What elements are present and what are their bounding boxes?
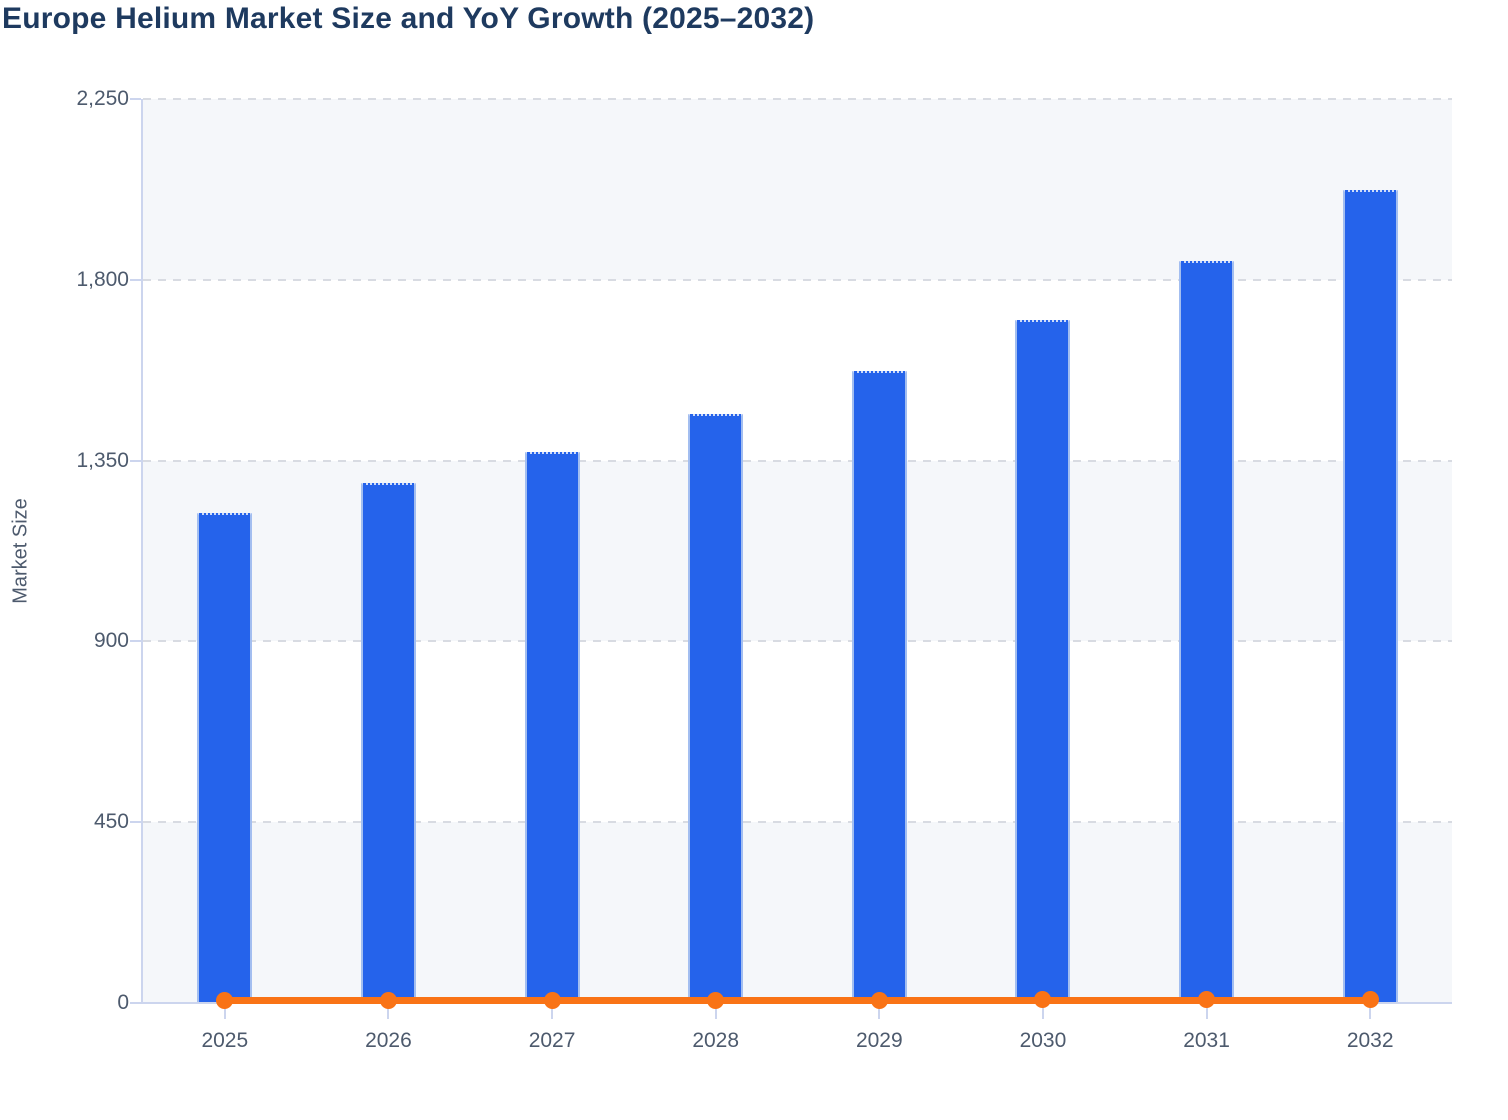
bar-2031[interactable] xyxy=(1179,260,1235,1003)
y-axis-line xyxy=(141,99,143,1003)
x-tick-label: 2028 xyxy=(692,1029,740,1052)
bar-2027[interactable] xyxy=(524,451,580,1003)
yoy-growth-line[interactable] xyxy=(224,996,1371,1004)
x-tick-mark xyxy=(551,1003,554,1019)
x-tick-mark xyxy=(387,1003,390,1019)
x-tick-label: 2032 xyxy=(1346,1029,1394,1052)
gridline xyxy=(143,459,1452,462)
gridline xyxy=(143,278,1452,281)
yoy-point-2028[interactable] xyxy=(707,991,725,1009)
yoy-point-2026[interactable] xyxy=(379,992,397,1010)
y-axis-title: Market Size xyxy=(9,498,32,604)
y-tick-mark xyxy=(130,98,141,100)
gridline xyxy=(143,640,1452,643)
plot-band xyxy=(143,99,1452,280)
y-tick-label: 450 xyxy=(93,810,129,834)
x-tick-label: 2031 xyxy=(1183,1029,1230,1052)
x-tick-label: 2027 xyxy=(528,1029,576,1052)
yoy-point-2029[interactable] xyxy=(870,991,888,1009)
y-tick-label: 0 xyxy=(117,991,129,1014)
yoy-point-2031[interactable] xyxy=(1198,991,1216,1008)
bar-2028[interactable] xyxy=(688,413,744,1003)
y-tick-mark xyxy=(130,1002,141,1004)
y-tick-label: 2,250 xyxy=(76,87,129,110)
bar-2030[interactable] xyxy=(1015,319,1071,1003)
y-tick-mark xyxy=(130,640,141,643)
yoy-point-2030[interactable] xyxy=(1034,991,1052,1009)
x-tick-mark xyxy=(1369,1003,1372,1019)
gridline xyxy=(143,98,1452,100)
plot-band xyxy=(143,460,1452,642)
y-tick-label: 900 xyxy=(93,629,129,653)
yoy-point-2027[interactable] xyxy=(543,992,561,1010)
y-tick-mark xyxy=(130,278,141,281)
gridline xyxy=(143,821,1452,824)
bar-2032[interactable] xyxy=(1342,189,1398,1003)
y-tick-label: 1,350 xyxy=(76,448,129,472)
plot-band xyxy=(143,822,1452,1003)
y-tick-mark xyxy=(130,459,141,462)
y-tick-mark xyxy=(130,821,141,824)
x-tick-mark xyxy=(1205,1003,1208,1019)
yoy-point-2032[interactable] xyxy=(1361,990,1379,1008)
x-tick-label: 2026 xyxy=(365,1029,412,1052)
y-tick-label: 1,800 xyxy=(76,267,129,291)
bar-2029[interactable] xyxy=(851,370,907,1003)
x-tick-mark xyxy=(223,1003,226,1019)
x-tick-mark xyxy=(878,1003,881,1019)
x-tick-label: 2025 xyxy=(201,1029,249,1052)
yoy-point-2025[interactable] xyxy=(216,992,234,1010)
chart-title: Europe Helium Market Size and YoY Growth… xyxy=(2,2,815,35)
bar-2025[interactable] xyxy=(197,512,253,1003)
x-tick-mark xyxy=(1041,1003,1044,1019)
x-tick-mark xyxy=(714,1003,717,1019)
bar-2026[interactable] xyxy=(360,483,416,1003)
x-tick-label: 2030 xyxy=(1019,1029,1067,1052)
x-tick-label: 2029 xyxy=(855,1029,903,1052)
